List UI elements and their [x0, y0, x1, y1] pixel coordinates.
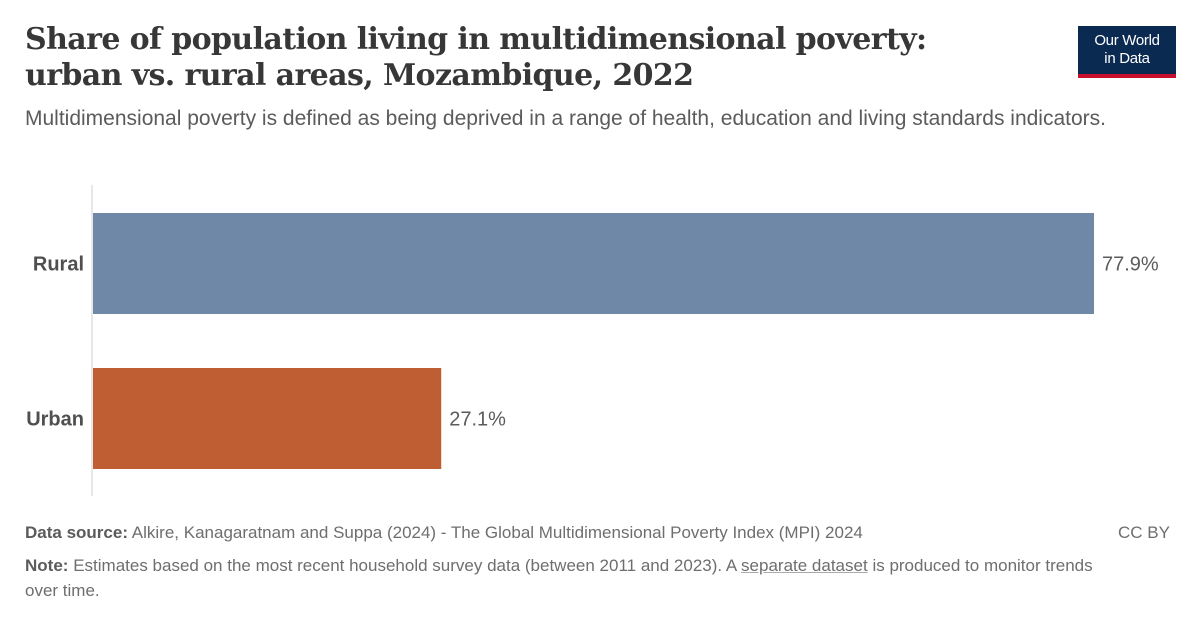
bar-rural[interactable]: [93, 213, 1094, 314]
separate-dataset-link[interactable]: separate dataset: [741, 556, 868, 575]
bar-urban[interactable]: [93, 368, 442, 469]
value-label-rural: 77.9%: [1102, 254, 1159, 276]
license-badge[interactable]: CC BY: [1118, 523, 1170, 542]
source-text: Alkire, Kanagaratnam and Suppa (2024) - …: [131, 523, 863, 542]
note-text-after: is produced to monitor trends over time.: [25, 556, 1093, 600]
logo-line-2: in Data: [1104, 50, 1150, 67]
chart-subtitle: Multidimensional poverty is defined as b…: [25, 107, 1106, 130]
note-text-before: Estimates based on the most recent house…: [73, 556, 737, 575]
logo-line-1: Our World: [1094, 32, 1160, 49]
note: Note: Estimates based on the most recent…: [25, 553, 1105, 603]
chart-title: Share of population living in multidimen…: [25, 22, 927, 93]
note-label: Note:: [25, 556, 69, 575]
data-source: Data source: Alkire, Kanagaratnam and Su…: [25, 520, 1175, 545]
owid-logo[interactable]: Our World in Data: [1078, 26, 1176, 78]
category-label-rural: Rural: [33, 254, 84, 276]
source-label: Data source:: [25, 523, 128, 542]
bar-chart: Rural 77.9% Urban 27.1%: [26, 185, 1159, 496]
value-label-urban: 27.1%: [449, 409, 506, 431]
category-label-urban: Urban: [26, 409, 84, 431]
